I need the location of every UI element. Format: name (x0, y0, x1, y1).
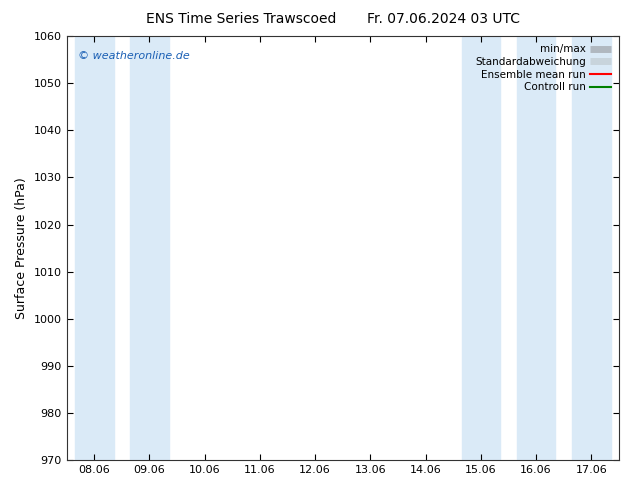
Text: Fr. 07.06.2024 03 UTC: Fr. 07.06.2024 03 UTC (367, 12, 521, 26)
Bar (572, 36, 611, 460)
Text: © weatheronline.de: © weatheronline.de (77, 51, 190, 61)
Text: ENS Time Series Trawscoed: ENS Time Series Trawscoed (146, 12, 336, 26)
Bar (75, 36, 113, 460)
Y-axis label: Surface Pressure (hPa): Surface Pressure (hPa) (15, 177, 28, 319)
Bar (517, 36, 555, 460)
Bar (462, 36, 500, 460)
Bar (130, 36, 169, 460)
Legend: min/max, Standardabweichung, Ensemble mean run, Controll run: min/max, Standardabweichung, Ensemble me… (472, 41, 614, 96)
